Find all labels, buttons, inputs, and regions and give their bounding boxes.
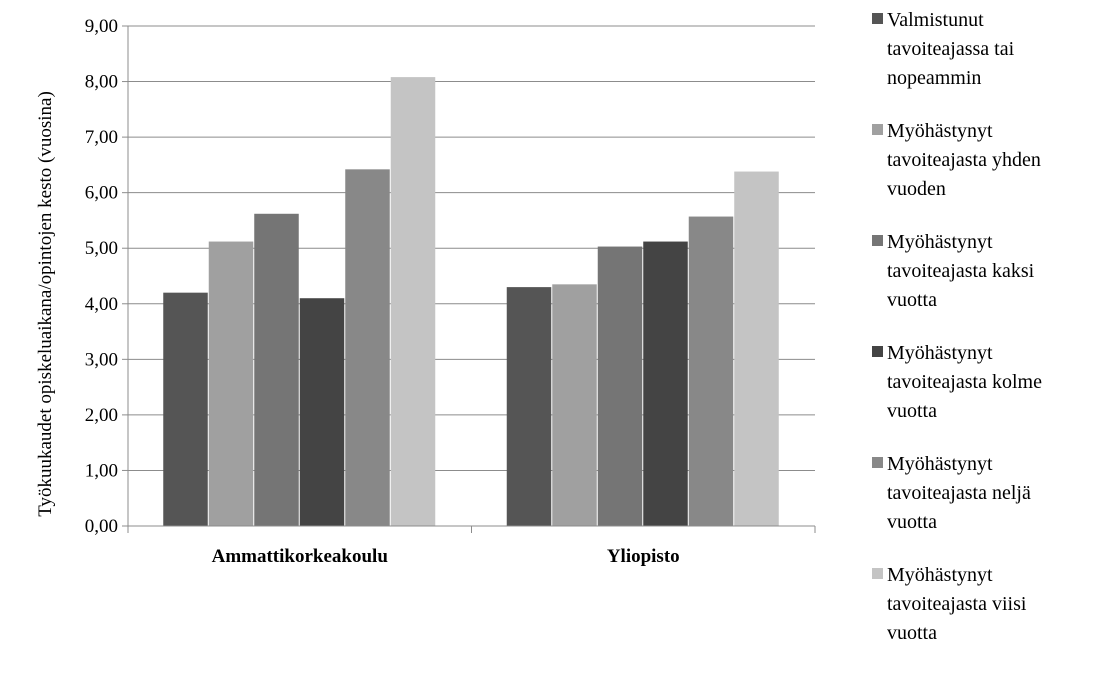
legend-swatch — [872, 13, 883, 24]
legend-swatch — [872, 457, 883, 468]
bar — [734, 171, 779, 527]
y-tick-label: 9,00 — [85, 16, 118, 37]
y-tick-label: 0,00 — [85, 516, 118, 537]
legend-label: Myöhästynyt tavoiteajasta kaksi vuotta — [887, 231, 1035, 311]
legend-item: Myöhästynyt tavoiteajasta neljä vuotta — [872, 450, 1097, 537]
legend-swatch — [872, 235, 883, 246]
bar — [208, 241, 254, 527]
bar — [299, 298, 345, 526]
y-tick-label: 4,00 — [85, 294, 118, 315]
bar — [390, 77, 436, 526]
legend-label: Myöhästynyt tavoiteajasta neljä vuotta — [887, 453, 1031, 533]
x-tick-label: Yliopisto — [607, 546, 680, 567]
bar — [506, 287, 552, 526]
y-tick-label: 5,00 — [85, 238, 118, 259]
legend-label: Myöhästynyt tavoiteajasta viisi vuotta — [887, 564, 1027, 644]
y-tick-label: 1,00 — [85, 460, 118, 481]
legend-label: Myöhästynyt tavoiteajasta kolme vuotta — [887, 342, 1042, 422]
bars — [163, 77, 779, 527]
bar — [254, 213, 299, 526]
y-tick-label: 3,00 — [85, 349, 118, 370]
legend-item: Valmistunut tavoiteajassa tai nopeammin — [872, 6, 1097, 93]
legend-item: Myöhästynyt tavoiteajasta yhden vuoden — [872, 117, 1097, 204]
legend-item: Myöhästynyt tavoiteajasta kaksi vuotta — [872, 228, 1097, 315]
x-tick-label: Ammattikorkeakoulu — [212, 546, 389, 567]
bar — [345, 169, 390, 527]
legend: Valmistunut tavoiteajassa tai nopeammin … — [872, 6, 1097, 672]
legend-label: Myöhästynyt tavoiteajasta yhden vuoden — [887, 120, 1041, 200]
bar — [597, 246, 643, 527]
y-tick-label: 6,00 — [85, 183, 118, 204]
bar — [688, 216, 734, 527]
bar-chart: 0,00 1,00 2,00 3,00 4,00 5,00 6,00 7,00 8,00 9,00… — [35, 16, 816, 567]
bar — [643, 241, 688, 527]
y-tick-label: 8,00 — [85, 72, 118, 93]
y-axis-label: Työkuukaudet opiskeluaikana/opintojen ke… — [35, 91, 56, 517]
bar — [552, 284, 597, 526]
legend-item: Myöhästynyt tavoiteajasta kolme vuotta — [872, 339, 1097, 426]
y-tick-label: 7,00 — [85, 127, 118, 148]
axes: 0,00 1,00 2,00 3,00 4,00 5,00 6,00 7,00 8,00 9,00… — [85, 16, 816, 567]
legend-label: Valmistunut tavoiteajassa tai nopeammin — [887, 9, 1015, 89]
bar — [163, 292, 208, 526]
y-tick-label: 2,00 — [85, 405, 118, 426]
legend-swatch — [872, 124, 883, 135]
legend-item: Myöhästynyt tavoiteajasta viisi vuotta — [872, 561, 1097, 648]
legend-swatch — [872, 568, 883, 579]
legend-swatch — [872, 346, 883, 357]
